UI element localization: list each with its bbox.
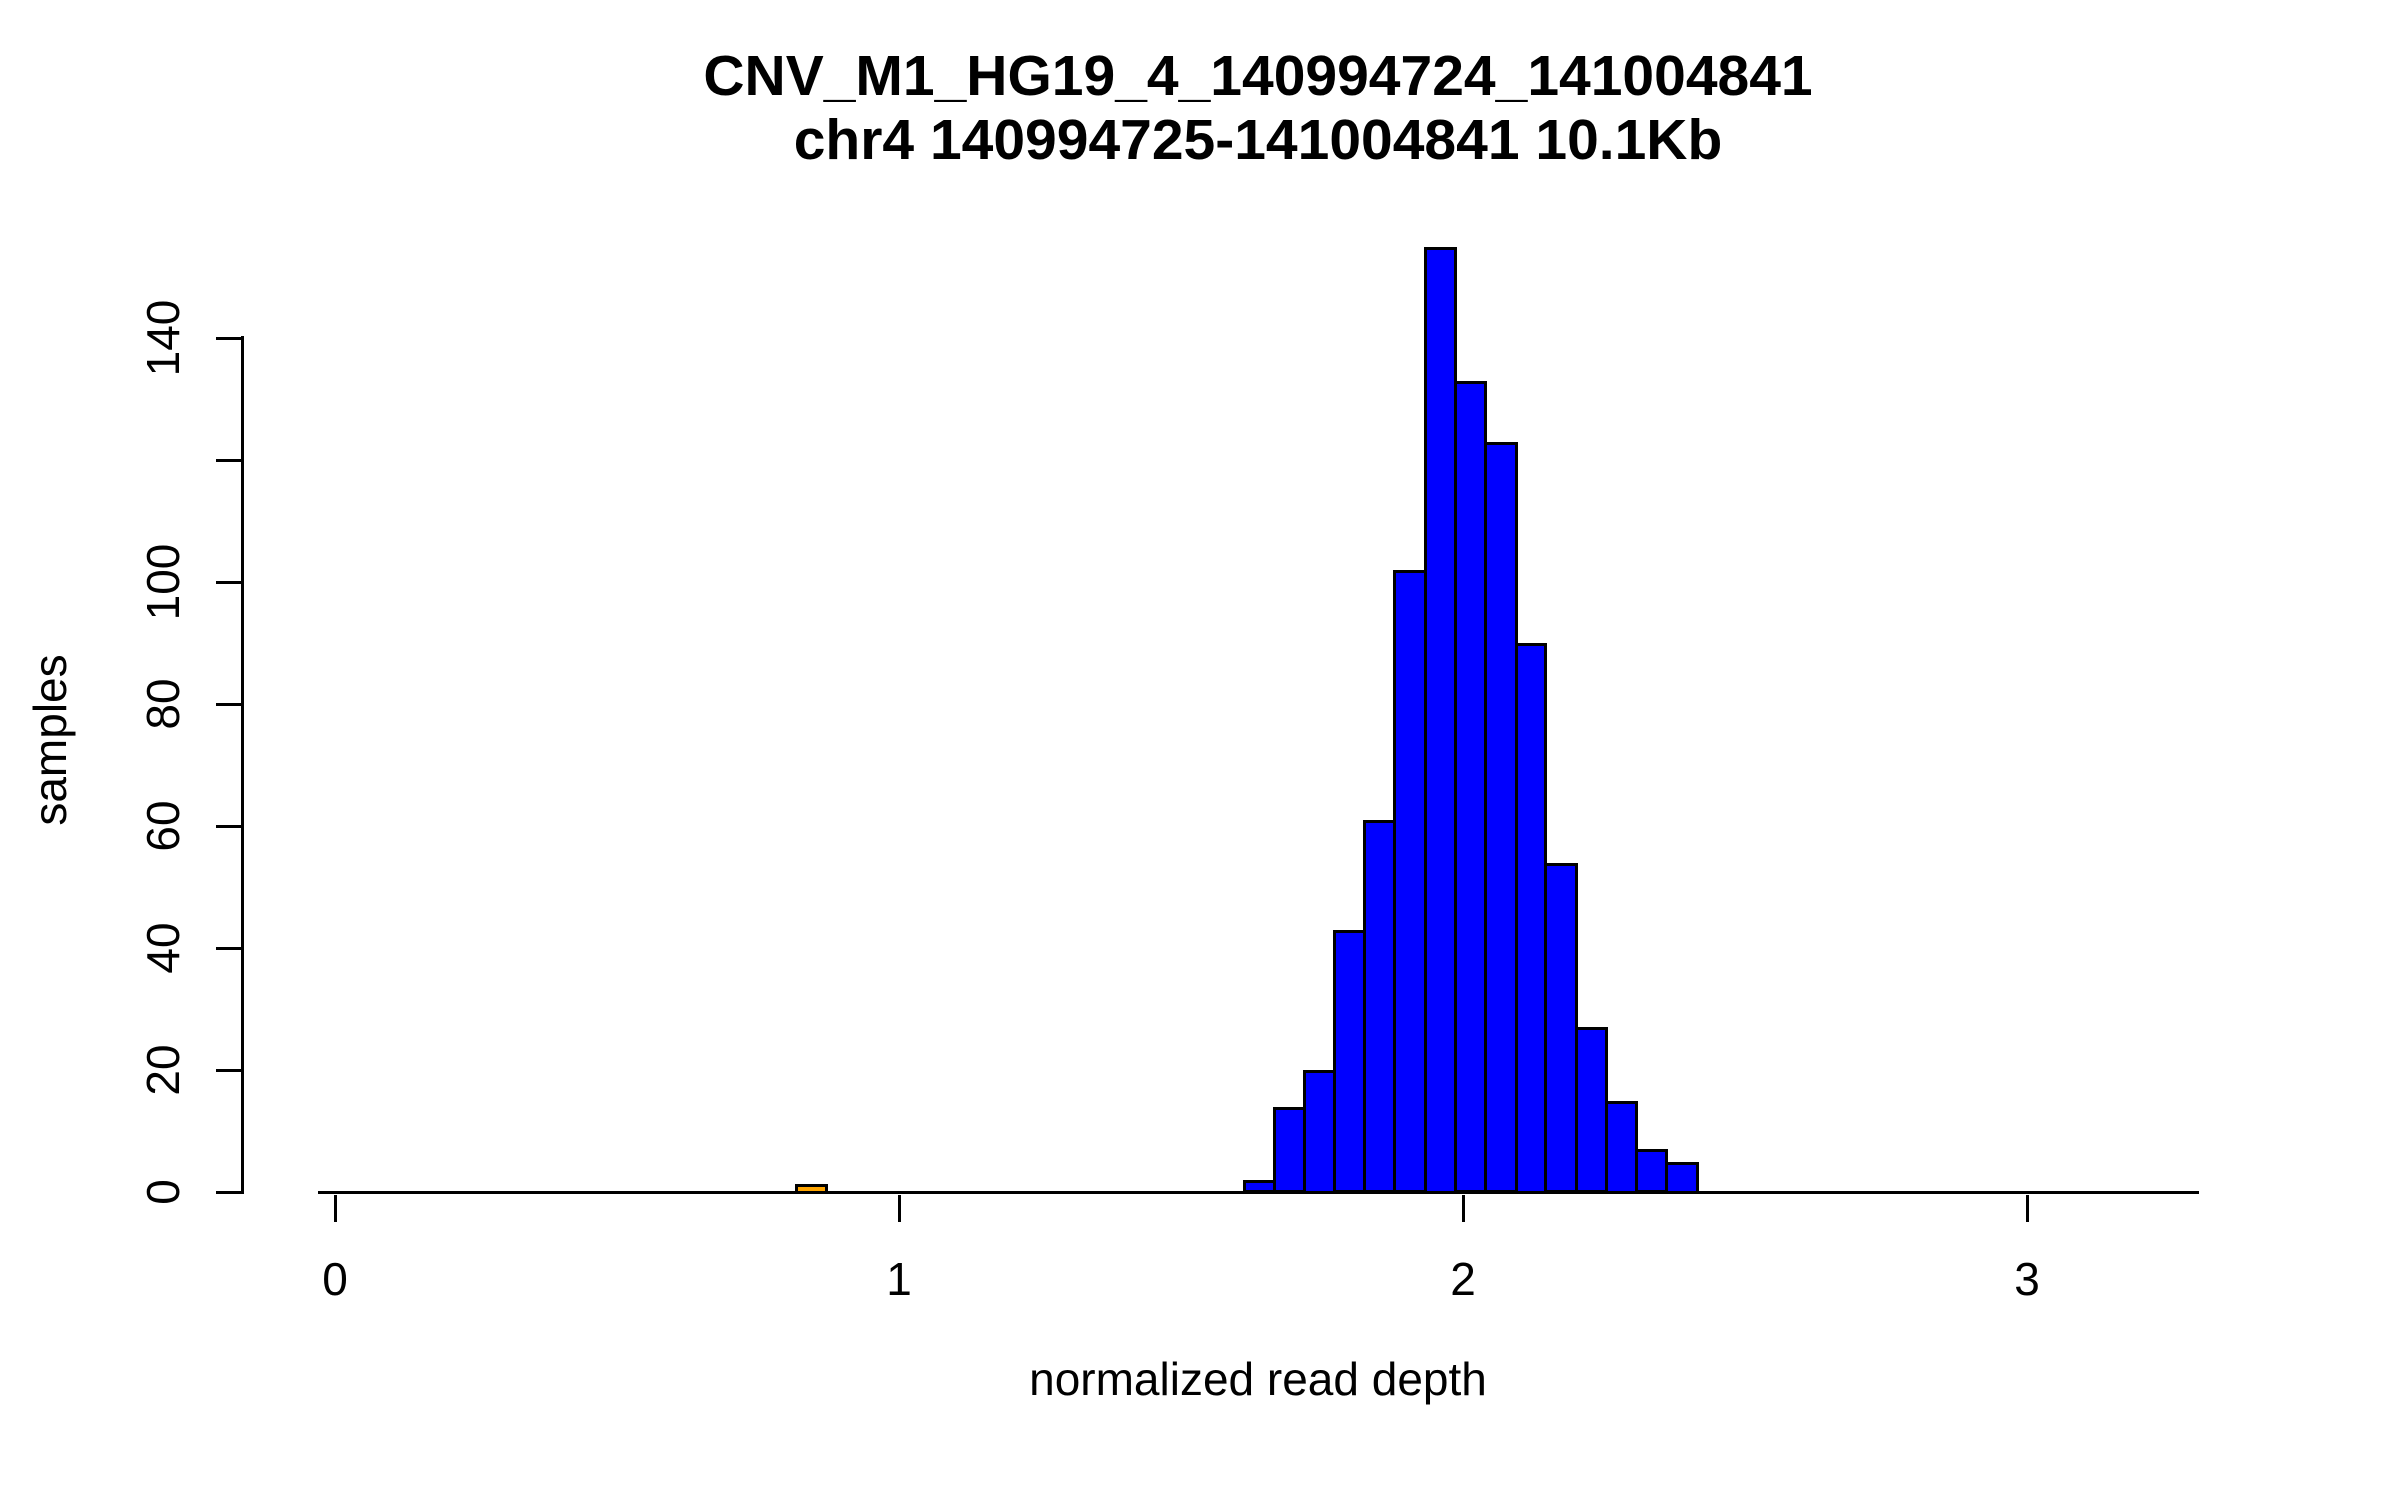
x-tick	[2025, 1195, 2029, 1222]
histogram-bar	[1272, 1106, 1306, 1194]
histogram-bar	[1514, 643, 1548, 1194]
y-tick-label: 40	[137, 922, 189, 974]
y-tick-label: 60	[137, 800, 189, 852]
chart-title-line1: CNV_M1_HG19_4_140994724_141004841	[703, 44, 1813, 108]
histogram-bar	[1393, 569, 1427, 1194]
y-axis-label: samples	[24, 654, 76, 826]
chart-title-line2: chr4 140994725-141004841 10.1Kb	[793, 108, 1723, 172]
y-tick	[216, 824, 243, 828]
y-tick-label: 140	[137, 299, 189, 377]
y-axis-line	[241, 336, 244, 1194]
y-tick	[216, 1068, 243, 1072]
y-tick	[216, 1190, 243, 1194]
histogram-bar	[1574, 1027, 1608, 1194]
y-tick-label: 100	[137, 543, 189, 621]
histogram-bar	[1544, 862, 1578, 1194]
y-tick	[216, 580, 243, 584]
histogram-bar	[1635, 1149, 1669, 1194]
histogram-bar	[1665, 1161, 1699, 1194]
y-tick	[216, 458, 243, 462]
x-tick	[333, 1195, 337, 1222]
highlighted-sample-bar	[795, 1184, 829, 1194]
y-tick-label: 0	[137, 1179, 189, 1205]
histogram-bar	[1242, 1179, 1276, 1194]
y-tick	[216, 946, 243, 950]
histogram-bar	[1423, 246, 1458, 1194]
y-tick-label: 80	[137, 678, 189, 730]
x-axis-label: normalized read depth	[1029, 1353, 1487, 1405]
x-tick-label: 2	[1450, 1253, 1476, 1305]
x-tick	[897, 1195, 901, 1222]
histogram-bar	[1454, 380, 1488, 1194]
y-tick	[216, 702, 243, 706]
histogram-bar	[1484, 441, 1518, 1194]
x-tick-label: 1	[886, 1253, 912, 1305]
x-tick-label: 0	[322, 1253, 348, 1305]
histogram-bar	[1604, 1100, 1639, 1194]
histogram-bar	[1303, 1070, 1336, 1194]
y-tick-label: 20	[137, 1044, 189, 1096]
x-tick-label: 3	[2014, 1253, 2040, 1305]
histogram-bar	[1363, 819, 1397, 1194]
histogram-bar	[1332, 929, 1367, 1194]
y-tick	[216, 336, 243, 340]
x-tick	[1461, 1195, 1465, 1222]
chart-title: CNV_M1_HG19_4_140994724_141004841 chr4 1…	[703, 44, 1812, 172]
